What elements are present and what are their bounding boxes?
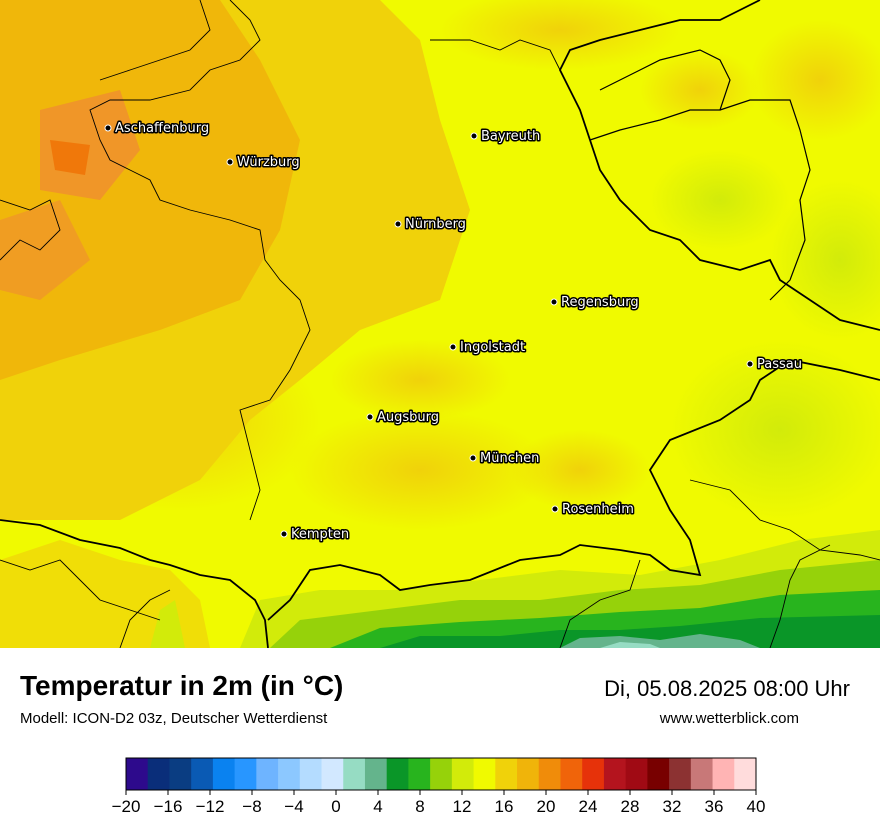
legend-swatch — [712, 758, 735, 790]
city-label-outline: Passau — [757, 357, 802, 372]
legend-swatch — [299, 758, 323, 790]
legend-swatch — [364, 758, 388, 790]
city-label-outline: Nürnberg — [405, 217, 466, 232]
city-marker-icon — [469, 454, 477, 462]
city-marker-icon — [470, 132, 478, 140]
city-marker-icon — [366, 413, 374, 421]
legend-swatch — [191, 758, 214, 790]
legend-swatch — [256, 758, 279, 790]
city-label: Rosenheim — [562, 502, 634, 517]
legend-tick-label: 28 — [621, 797, 640, 816]
city-marker-icon — [449, 343, 457, 351]
legend-swatch — [321, 758, 344, 790]
city-marker-icon — [550, 298, 558, 306]
city-label-outline: Bayreuth — [481, 129, 540, 144]
legend-swatch — [538, 758, 561, 790]
legend-swatch — [473, 758, 496, 790]
legend-swatch — [647, 758, 670, 790]
forecast-datetime: Di, 05.08.2025 08:00 Uhr — [604, 676, 850, 701]
city-marker-icon — [104, 124, 112, 132]
borders — [0, 0, 880, 648]
city-label-outline: Augsburg — [377, 410, 439, 425]
legend-tick-label: 4 — [373, 797, 382, 816]
legend-tick-label: 20 — [537, 797, 556, 816]
city-marker-icon — [226, 158, 234, 166]
legend-swatch — [625, 758, 648, 790]
city-label: Ingolstadt — [460, 340, 525, 355]
city-label-outline: München — [480, 451, 539, 466]
city-label-outline: Würzburg — [237, 155, 300, 170]
legend-swatch — [408, 758, 431, 790]
city-label: Augsburg — [377, 410, 439, 425]
city-marker-icon — [551, 505, 559, 513]
legend-tick-label: −16 — [154, 797, 183, 816]
legend-border — [125, 757, 757, 791]
city-label: Nürnberg — [405, 217, 466, 232]
legend-swatch — [582, 758, 605, 790]
legend-swatch — [343, 758, 366, 790]
city-label-outline: Regensburg — [561, 295, 639, 310]
legend-tick-label: −8 — [242, 797, 261, 816]
city-label: Würzburg — [237, 155, 300, 170]
legend-tick-label: 8 — [415, 797, 424, 816]
legend-tick-label: 12 — [453, 797, 472, 816]
city-label-outline: Kempten — [291, 527, 349, 542]
city-label: Regensburg — [561, 295, 639, 310]
legend-swatch — [560, 758, 583, 790]
legend-tick-label: 24 — [579, 797, 598, 816]
legend-swatch — [126, 758, 149, 790]
city-label: Kempten — [291, 527, 349, 542]
legend-swatch — [669, 758, 692, 790]
legend-tick-label: 0 — [331, 797, 340, 816]
city-marker-icon — [280, 530, 288, 538]
city-label-outline: Ingolstadt — [460, 340, 525, 355]
legend-swatch — [430, 758, 453, 790]
legend-tick-label: 16 — [495, 797, 514, 816]
city-marker-icon — [394, 220, 402, 228]
city-marker-icon — [746, 360, 754, 368]
legend-swatch — [517, 758, 540, 790]
city-label-outline: Aschaffenburg — [115, 121, 209, 136]
legend-swatch — [169, 758, 192, 790]
city-label: München — [480, 451, 539, 466]
legend-swatch — [147, 758, 170, 790]
legend-tick-label: −20 — [112, 797, 141, 816]
temperature-field — [0, 0, 880, 648]
legend-swatch — [603, 758, 627, 790]
legend-swatch — [495, 758, 518, 790]
color-legend: −20 −16 −12 −8 −4 0 4 8 12 16 20 24 28 32 36 40 — [112, 757, 766, 816]
model-info: Modell: ICON-D2 03z, Deutscher Wetterdie… — [20, 710, 328, 727]
legend-swatch — [278, 758, 301, 790]
legend-tick-label: 40 — [747, 797, 766, 816]
legend-swatch — [734, 758, 757, 790]
city-label: Aschaffenburg — [115, 121, 209, 136]
legend-swatch — [212, 758, 236, 790]
legend-swatch — [690, 758, 714, 790]
city-label: Passau — [757, 357, 802, 372]
legend-swatch — [386, 758, 409, 790]
legend-tick-label: 32 — [663, 797, 682, 816]
map-title: Temperatur in 2m (in °C) — [20, 670, 344, 701]
city-label-outline: Rosenheim — [562, 502, 634, 517]
source-url: www.wetterblick.com — [659, 710, 799, 727]
legend-swatch — [234, 758, 257, 790]
city-label: Bayreuth — [481, 129, 540, 144]
legend-tick-label: 36 — [705, 797, 724, 816]
legend-tick-label: −4 — [284, 797, 303, 816]
legend-tick-label: −12 — [196, 797, 225, 816]
legend-swatch — [451, 758, 475, 790]
